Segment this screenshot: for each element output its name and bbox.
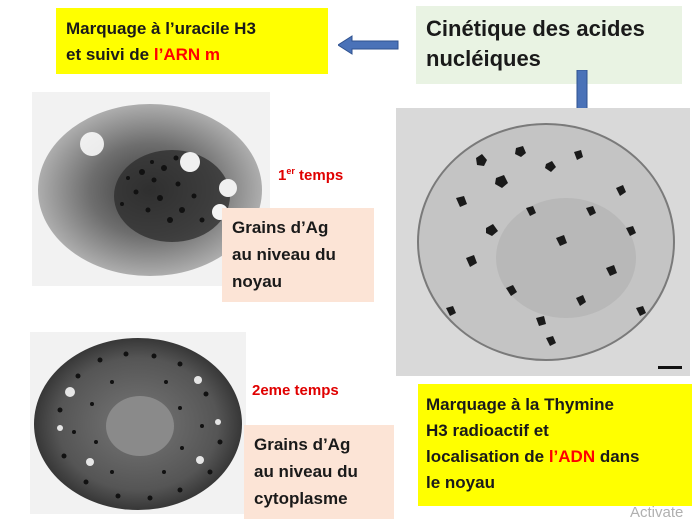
thymine-line3-suffix: dans [595, 447, 640, 466]
arn-m-text: l’ARN m [153, 45, 220, 64]
time2-label: 2eme temps [252, 382, 339, 399]
uracile-line2: et suivi de l’ARN m [66, 42, 318, 68]
title-box: Cinétique des acides nucléiques [416, 6, 682, 84]
time1-label: 1er temps [278, 166, 343, 184]
thymine-line3: localisation de l’ADN dans [426, 444, 684, 470]
thymine-line4: le noyau [426, 473, 495, 492]
grains-cyto-line3: cytoplasme [254, 489, 348, 508]
thymine-line2: H3 radioactif et [426, 421, 549, 440]
adn-text: l’ADN [548, 447, 596, 466]
thymine-line1: Marquage à la Thymine [426, 395, 614, 414]
time1-number: 1 [278, 167, 287, 184]
grains-cyto-line2: au niveau du [254, 462, 358, 481]
thymine-line3-prefix: localisation de [426, 447, 549, 466]
title-line2: nucléiques [426, 46, 541, 71]
left-arrow-icon [338, 35, 399, 55]
micrograph-nucleus-labeling [32, 92, 270, 286]
uracile-line2-prefix: et suivi de [66, 45, 154, 64]
time1-sup: er [286, 166, 295, 176]
uracile-line1: Marquage à l’uracile H3 [66, 19, 256, 38]
title-line1: Cinétique des acides [426, 16, 645, 41]
grains-noyau-line3: noyau [232, 272, 283, 291]
grains-cyto-line1: Grains d’Ag [254, 435, 351, 454]
micrograph-cytoplasm-labeling [30, 332, 246, 514]
uracile-label-box: Marquage à l’uracile H3 et suivi de l’AR… [56, 8, 328, 74]
micrograph-dna-labeling [396, 108, 690, 376]
grains-cyto-box: Grains d’Ag au niveau du cytoplasme [244, 425, 394, 519]
grains-noyau-line2: au niveau du [232, 245, 336, 264]
grains-noyau-box: Grains d’Ag au niveau du noyau [222, 208, 374, 302]
thymine-label-box: Marquage à la Thymine H3 radioactif et l… [418, 384, 692, 506]
grains-noyau-line1: Grains d’Ag [232, 218, 329, 237]
time1-rest: temps [294, 167, 344, 184]
activate-watermark: Activate [630, 504, 684, 521]
